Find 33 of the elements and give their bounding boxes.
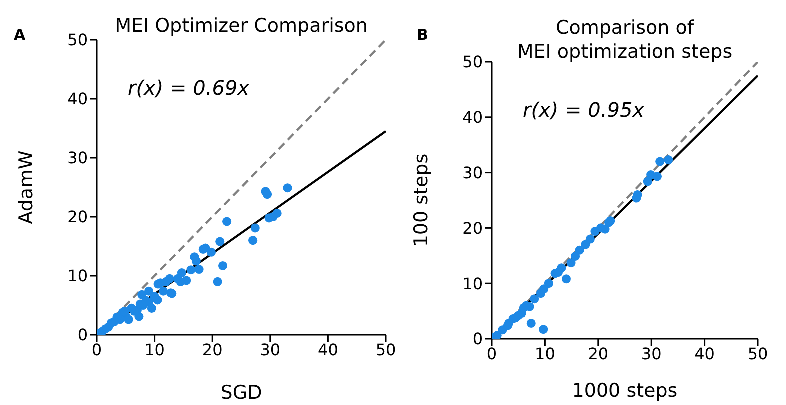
y-tick-label: 30 bbox=[462, 163, 483, 182]
x-tick-label: 0 bbox=[92, 340, 102, 360]
y-tick-label: 40 bbox=[68, 90, 88, 109]
y-axis-title: 100 steps bbox=[410, 154, 433, 248]
y-tick-label: 20 bbox=[462, 218, 483, 238]
x-tick-label: 20 bbox=[202, 340, 223, 360]
chart-title: Comparison of MEI optimization steps bbox=[516, 16, 734, 64]
y-tick-label: 50 bbox=[462, 52, 483, 72]
x-tick-label: 20 bbox=[588, 344, 609, 364]
x-tick-label: 0 bbox=[486, 344, 498, 364]
y-tick-label: 10 bbox=[462, 274, 483, 294]
x-tick-label: 50 bbox=[748, 344, 768, 364]
y-axis-title: AdamW bbox=[16, 150, 38, 224]
x-tick-label: 10 bbox=[144, 340, 165, 360]
x-axis-title: 1000 steps bbox=[572, 380, 678, 402]
y-tick-label: 20 bbox=[68, 208, 88, 227]
y-tick-label: 30 bbox=[68, 148, 88, 168]
y-tick-label: 40 bbox=[462, 108, 483, 128]
y-tick-label: 50 bbox=[68, 30, 88, 50]
annotation: r(x) = 0.95x bbox=[523, 98, 645, 122]
y-tick-label: 10 bbox=[68, 266, 88, 286]
x-axis-title: SGD bbox=[220, 382, 262, 404]
x-tick-label: 40 bbox=[318, 340, 338, 360]
x-tick-label: 30 bbox=[260, 340, 281, 360]
chart-title: MEI Optimizer Comparison bbox=[114, 14, 369, 38]
annotation: r(x) = 0.69x bbox=[128, 76, 250, 100]
x-tick-label: 40 bbox=[694, 344, 715, 364]
x-tick-label: 50 bbox=[376, 340, 396, 360]
text: A bbox=[14, 26, 26, 44]
y-tick-label: 0 bbox=[78, 326, 88, 345]
text: B bbox=[417, 26, 428, 44]
x-tick-label: 30 bbox=[641, 344, 662, 364]
x-tick-label: 10 bbox=[535, 344, 556, 364]
